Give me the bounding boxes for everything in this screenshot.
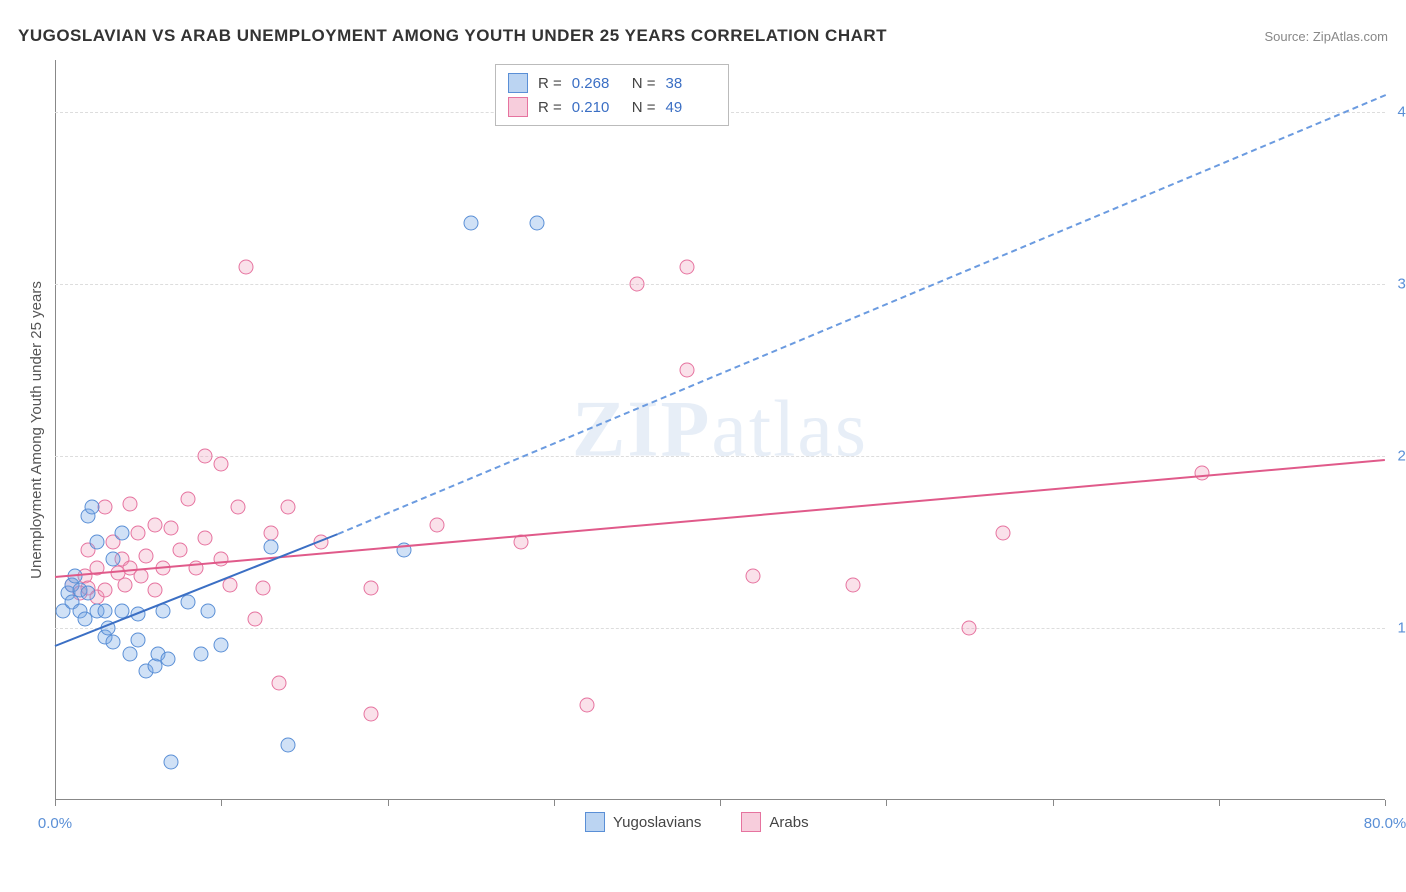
legend: Yugoslavians Arabs: [585, 812, 809, 832]
x-tick: [1053, 800, 1054, 806]
stats-box: R = 0.268 N = 38 R = 0.210 N = 49: [495, 64, 729, 126]
trend-line: [337, 94, 1385, 535]
data-point: [239, 259, 254, 274]
data-point: [181, 491, 196, 506]
chart-title: YUGOSLAVIAN VS ARAB UNEMPLOYMENT AMONG Y…: [18, 26, 887, 46]
data-point: [679, 362, 694, 377]
data-point: [147, 583, 162, 598]
data-point: [746, 569, 761, 584]
data-point: [200, 603, 215, 618]
x-tick-label: 0.0%: [38, 815, 72, 832]
stats-row-yugoslavians: R = 0.268 N = 38: [508, 71, 716, 95]
x-tick: [886, 800, 887, 806]
data-point: [264, 540, 279, 555]
data-point: [272, 675, 287, 690]
data-point: [131, 526, 146, 541]
data-point: [89, 534, 104, 549]
data-point: [161, 651, 176, 666]
data-point: [995, 526, 1010, 541]
data-point: [164, 521, 179, 536]
data-point: [280, 500, 295, 515]
data-point: [97, 500, 112, 515]
data-point: [197, 531, 212, 546]
x-tick-label: 80.0%: [1364, 815, 1406, 832]
data-point: [255, 581, 270, 596]
scatter-chart: ZIPatlas 10.0%20.0%30.0%40.0%0.0%80.0% R…: [55, 60, 1385, 830]
swatch-icon: [508, 73, 528, 93]
legend-item-arabs: Arabs: [741, 812, 808, 832]
data-point: [214, 638, 229, 653]
data-point: [264, 526, 279, 541]
y-tick-label: 10.0%: [1390, 619, 1406, 636]
data-point: [430, 517, 445, 532]
data-point: [164, 755, 179, 770]
x-tick: [388, 800, 389, 806]
data-point: [172, 543, 187, 558]
x-tick: [1219, 800, 1220, 806]
data-point: [114, 526, 129, 541]
gridline: [55, 628, 1385, 629]
data-point: [122, 646, 137, 661]
data-point: [1195, 466, 1210, 481]
x-tick: [720, 800, 721, 806]
data-point: [580, 698, 595, 713]
x-tick: [554, 800, 555, 806]
data-point: [181, 595, 196, 610]
legend-item-yugoslavians: Yugoslavians: [585, 812, 701, 832]
data-point: [139, 548, 154, 563]
data-point: [97, 583, 112, 598]
data-point: [530, 216, 545, 231]
data-point: [197, 448, 212, 463]
data-point: [131, 632, 146, 647]
data-point: [363, 706, 378, 721]
gridline: [55, 456, 1385, 457]
y-tick-label: 30.0%: [1390, 275, 1406, 292]
swatch-icon: [741, 812, 761, 832]
y-axis: [55, 60, 56, 800]
y-axis-title: Unemployment Among Youth under 25 years: [28, 281, 45, 579]
trend-line: [55, 459, 1385, 578]
data-point: [280, 737, 295, 752]
y-tick-label: 20.0%: [1390, 447, 1406, 464]
watermark: ZIPatlas: [572, 384, 868, 475]
stats-row-arabs: R = 0.210 N = 49: [508, 95, 716, 119]
data-point: [134, 569, 149, 584]
data-point: [230, 500, 245, 515]
source-label: Source: ZipAtlas.com: [1264, 29, 1388, 44]
data-point: [147, 517, 162, 532]
x-tick: [1385, 800, 1386, 806]
data-point: [194, 646, 209, 661]
x-tick: [221, 800, 222, 806]
data-point: [679, 259, 694, 274]
data-point: [81, 586, 96, 601]
data-point: [629, 276, 644, 291]
data-point: [106, 552, 121, 567]
data-point: [84, 500, 99, 515]
gridline: [55, 284, 1385, 285]
data-point: [214, 457, 229, 472]
data-point: [122, 497, 137, 512]
data-point: [247, 612, 262, 627]
data-point: [363, 581, 378, 596]
data-point: [97, 603, 112, 618]
data-point: [846, 577, 861, 592]
data-point: [463, 216, 478, 231]
y-tick-label: 40.0%: [1390, 103, 1406, 120]
data-point: [214, 552, 229, 567]
swatch-icon: [585, 812, 605, 832]
swatch-icon: [508, 97, 528, 117]
data-point: [106, 634, 121, 649]
data-point: [962, 620, 977, 635]
data-point: [117, 577, 132, 592]
x-tick: [55, 800, 56, 806]
